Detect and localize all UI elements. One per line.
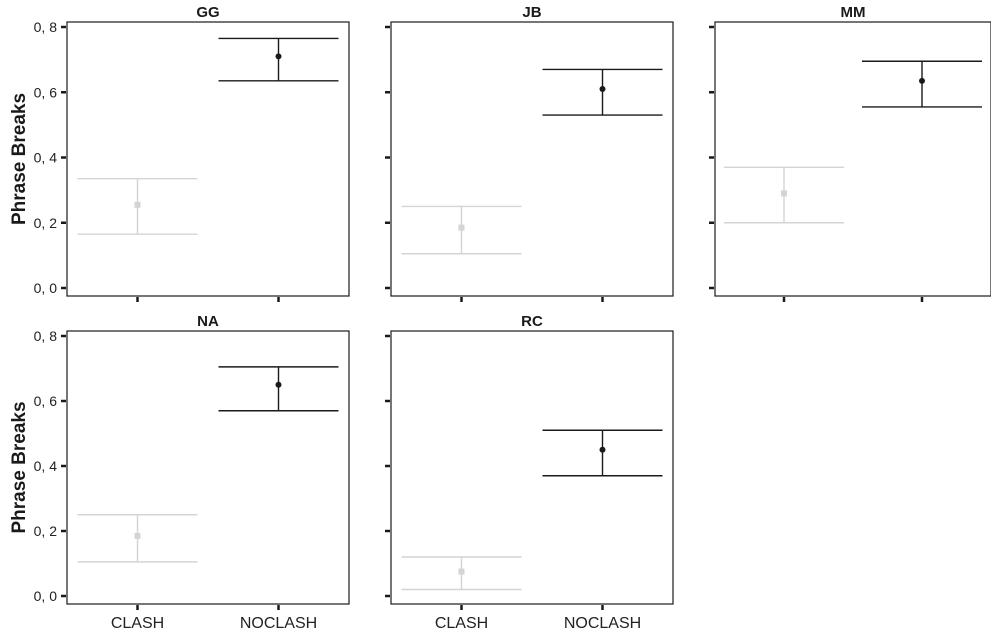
y-tick-label: 0, 0 <box>34 280 58 296</box>
data-point <box>458 224 465 231</box>
x-tick-label: NOCLASH <box>564 615 641 632</box>
y-tick-label: 0, 2 <box>34 215 58 231</box>
y-tick-label: 0, 8 <box>34 328 58 344</box>
y-tick-label: 0, 2 <box>34 523 58 539</box>
data-point <box>275 53 282 60</box>
data-point <box>599 446 606 453</box>
data-point <box>275 381 282 388</box>
panel-title: JB <box>522 4 541 21</box>
data-point <box>458 568 465 575</box>
y-axis-title: Phrase Breaks <box>9 401 30 533</box>
panel-frame <box>714 21 991 297</box>
y-axis-title: Phrase Breaks <box>9 93 30 225</box>
x-tick-label: CLASH <box>111 615 164 632</box>
panel-title: RC <box>521 313 543 330</box>
y-tick-label: 0, 4 <box>34 150 58 166</box>
data-point <box>781 190 787 197</box>
panel-title: NA <box>197 313 219 330</box>
x-tick-label: CLASH <box>435 615 488 632</box>
panel-frame <box>66 330 350 605</box>
y-tick-label: 0, 8 <box>34 19 58 35</box>
y-tick-label: 0, 6 <box>34 393 58 409</box>
panel-frame <box>390 21 674 297</box>
panel-title: GG <box>196 4 219 21</box>
x-tick-label: NOCLASH <box>240 615 317 632</box>
data-point <box>599 85 606 92</box>
panel-title: MM <box>841 4 866 21</box>
panel-frame <box>66 21 350 297</box>
y-tick-label: 0, 4 <box>34 458 58 474</box>
data-point <box>134 201 141 208</box>
data-point <box>919 77 925 84</box>
data-point <box>134 532 141 539</box>
y-tick-label: 0, 6 <box>34 84 58 100</box>
y-tick-label: 0, 0 <box>34 588 58 604</box>
panel-frame <box>390 330 674 605</box>
